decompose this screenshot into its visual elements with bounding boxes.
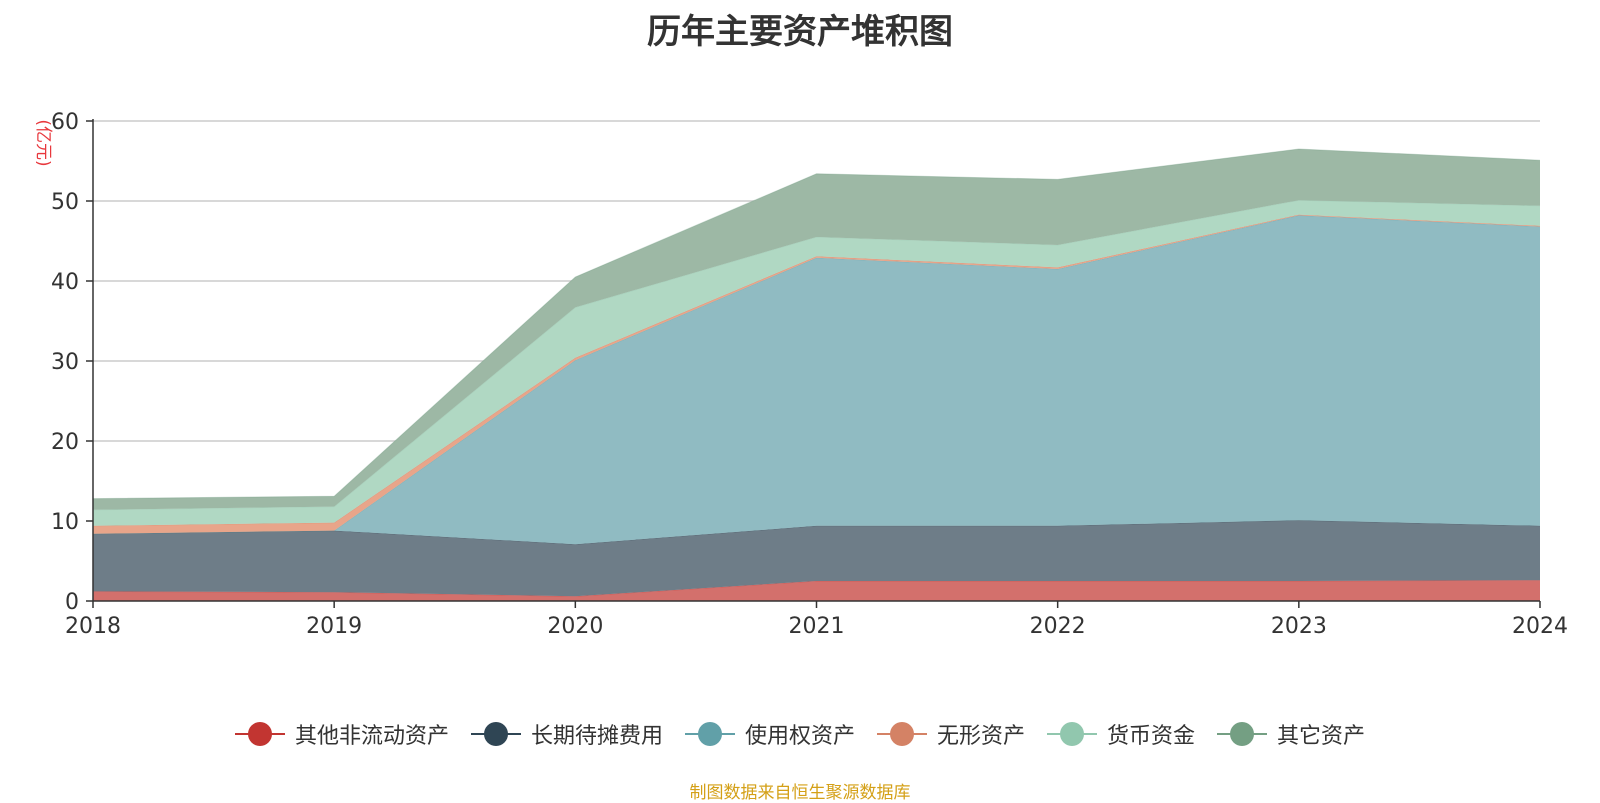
legend-label: 其它资产 [1277,724,1366,749]
legend-marker [1047,721,1098,747]
legend-item-4[interactable]: 货币资金 [1047,718,1195,750]
legend: 其他非流动资产 长期待摊费用 使用权资产 无形资产 货币资金 其它资产 [0,718,1600,750]
axes: 0 10 20 30 40 50 60 2018 2019 2020 2021 2022 2023 202… [51,110,1568,639]
x-tick-label: 2022 [1030,614,1086,639]
legend-label: 无形资产 [937,724,1026,749]
area-series-0 [93,580,1540,601]
x-tick-label: 2023 [1271,614,1327,639]
legend-marker [234,721,285,747]
legend-item-0[interactable]: 其他非流动资产 [234,718,449,750]
legend-marker [470,721,521,747]
x-tick-label: 2020 [547,614,603,639]
y-tick-label: 20 [51,430,79,455]
area-series-5 [93,149,1540,510]
legend-label: 货币资金 [1107,724,1196,749]
legend-marker [1217,721,1268,747]
y-tick-label: 60 [51,110,79,135]
series-line-5 [92,148,1541,500]
x-tick-label: 2024 [1512,614,1568,639]
legend-item-3[interactable]: 无形资产 [877,718,1025,750]
y-axis-unit-label: (亿元) [33,119,53,166]
legend-marker [684,721,735,747]
legend-label: 使用权资产 [744,724,855,749]
legend-item-1[interactable]: 长期待摊费用 [470,718,663,750]
source-note: 制图数据来自恒生聚源数据库 [689,783,911,803]
x-tick-label: 2018 [65,614,121,639]
legend-item-2[interactable]: 使用权资产 [684,718,855,750]
y-tick-label: 40 [51,270,79,295]
x-tick-label: 2019 [306,614,362,639]
y-tick-label: 0 [65,590,79,615]
area-series-2 [93,215,1540,545]
x-tick-label: 2021 [789,614,845,639]
y-tick-label: 10 [51,510,79,535]
y-tick-label: 30 [51,350,79,375]
legend-marker [877,721,927,747]
legend-item-5[interactable]: 其它资产 [1217,718,1365,750]
legend-label: 长期待摊费用 [530,724,663,749]
stacked-area-chart: 0 10 20 30 40 50 60 2018 2019 2020 2021 2022 2023 202… [33,110,1568,639]
legend-label: 其他非流动资产 [294,724,449,749]
y-tick-label: 50 [51,190,79,215]
chart-title: 历年主要资产堆积图 [647,12,953,52]
area-series [92,148,1541,601]
area-series-1 [93,520,1540,597]
